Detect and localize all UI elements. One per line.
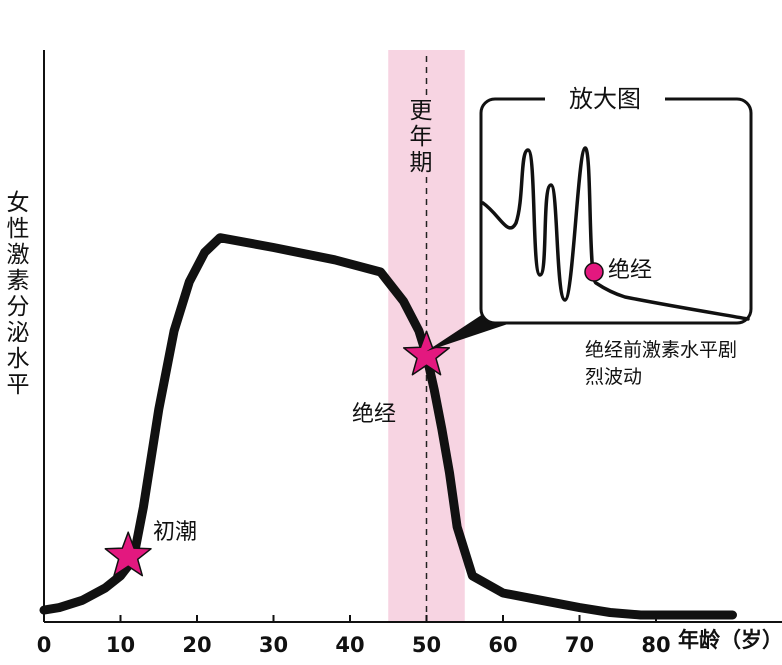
menarche-star-marker xyxy=(104,531,152,577)
menarche-label: 初潮 xyxy=(153,520,198,545)
x-tick-label: 30 xyxy=(259,633,288,657)
marker-layer xyxy=(104,330,451,577)
inset-note: 绝经前激素水平剧烈波动 xyxy=(585,339,738,388)
menopause-label: 绝经 xyxy=(352,402,397,427)
x-tick-label: 70 xyxy=(565,633,594,657)
inset-curve xyxy=(481,146,750,321)
inset-layer xyxy=(426,97,753,352)
inset-menopause-dot xyxy=(584,262,604,282)
menopause-period-label: 更年期 xyxy=(407,98,435,176)
inset-title: 放大图 xyxy=(545,82,665,116)
x-tick-label: 60 xyxy=(488,633,517,657)
x-tick-label: 10 xyxy=(106,633,135,657)
x-tick-label: 0 xyxy=(37,633,52,657)
x-axis-label: 年龄（岁） xyxy=(678,628,782,652)
x-tick-label: 20 xyxy=(182,633,211,657)
x-tick-label: 80 xyxy=(641,633,670,657)
axes: 0 10 20 30 40 50 60 70 80 xyxy=(37,50,782,657)
x-tick-label: 50 xyxy=(412,633,441,657)
inset-box xyxy=(479,97,753,325)
y-axis-label: 女性激素分泌水平 xyxy=(6,190,30,398)
x-tick-label: 40 xyxy=(335,633,364,657)
menopause-star-marker xyxy=(402,330,451,376)
inset-menopause-label: 绝经 xyxy=(608,258,653,283)
